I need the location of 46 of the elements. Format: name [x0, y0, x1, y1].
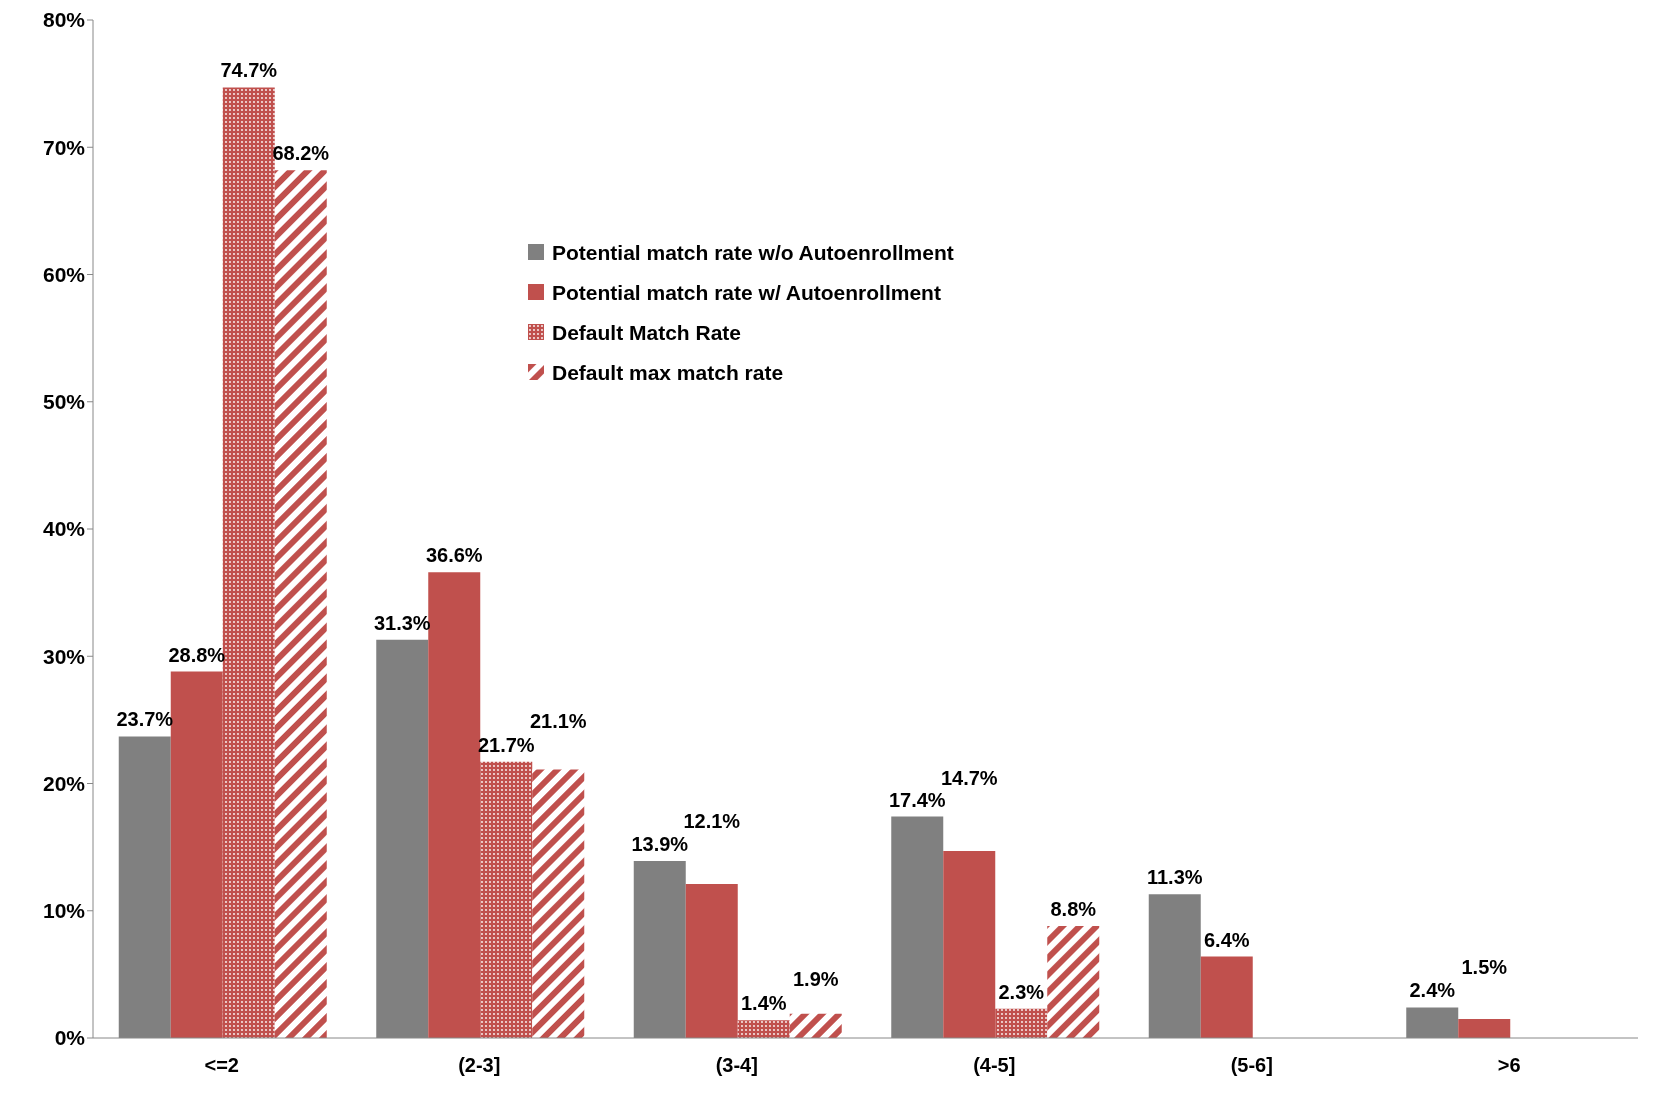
- y-tick-label: 30%: [42, 644, 86, 668]
- bar: [1200, 956, 1253, 1038]
- data-label: 11.3%: [1146, 866, 1203, 889]
- data-label: 14.7%: [940, 766, 998, 789]
- bar: [532, 769, 585, 1038]
- bar: [274, 170, 327, 1038]
- y-tick-label: 60%: [42, 262, 86, 286]
- data-label: 17.4%: [888, 788, 946, 811]
- x-tick-label: >6: [1497, 1054, 1521, 1077]
- data-label: 68.2%: [272, 142, 330, 165]
- data-label: 1.9%: [792, 967, 839, 990]
- y-tick-label: 50%: [42, 390, 86, 414]
- data-label: 1.4%: [740, 992, 787, 1015]
- y-tick-label: 10%: [42, 899, 86, 923]
- legend-label: Potential match rate w/o Autoenrollment: [552, 241, 954, 265]
- y-tick-label: 0%: [54, 1026, 86, 1050]
- data-label: 8.8%: [1050, 898, 1097, 921]
- data-label: 6.4%: [1203, 928, 1250, 951]
- data-label: 1.5%: [1461, 956, 1508, 979]
- bar: [480, 761, 533, 1038]
- y-tick-label: 40%: [42, 517, 86, 541]
- data-label: 13.9%: [631, 833, 689, 856]
- data-label: 12.1%: [683, 810, 741, 833]
- bar: [1047, 926, 1100, 1038]
- y-tick-label: 80%: [42, 8, 86, 32]
- legend-label: Potential match rate w/ Autoenrollment: [552, 281, 941, 305]
- legend-label: Default max match rate: [552, 361, 784, 385]
- x-tick-label: (2-3]: [458, 1054, 501, 1077]
- bar: [943, 850, 996, 1038]
- bar: [995, 1008, 1048, 1038]
- bar: [685, 884, 738, 1038]
- legend-label: Default Match Rate: [552, 321, 742, 345]
- data-label: 36.6%: [425, 544, 483, 567]
- x-tick-label: (4-5]: [973, 1054, 1016, 1077]
- x-tick-label: (3-4]: [715, 1054, 758, 1077]
- bar: [737, 1020, 790, 1038]
- data-label: 2.4%: [1409, 979, 1456, 1002]
- y-tick-label: 20%: [42, 771, 86, 795]
- data-label: 2.3%: [998, 980, 1045, 1003]
- data-label: 21.1%: [529, 710, 587, 733]
- y-tick-label: 70%: [42, 135, 86, 159]
- bar: [789, 1013, 842, 1038]
- x-tick-label: (5-6]: [1230, 1054, 1273, 1077]
- x-tick-label: <=2: [204, 1054, 239, 1077]
- data-label: 74.7%: [220, 59, 278, 82]
- bar: [1458, 1018, 1511, 1038]
